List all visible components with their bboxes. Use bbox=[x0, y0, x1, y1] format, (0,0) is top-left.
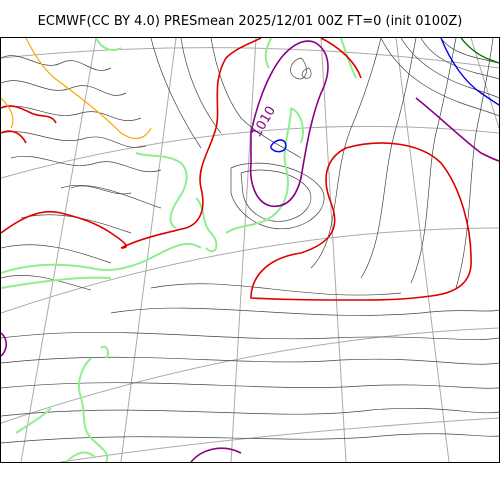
red-contour bbox=[1, 210, 127, 249]
isobars bbox=[1, 38, 499, 444]
isobar bbox=[380, 38, 499, 117]
coastline bbox=[100, 345, 110, 359]
isobar bbox=[70, 185, 132, 195]
coastline bbox=[135, 152, 188, 229]
pressure-map: 1010 bbox=[1, 38, 499, 462]
isobar bbox=[240, 169, 312, 222]
isobar bbox=[290, 57, 307, 80]
isobar bbox=[110, 307, 499, 316]
orange-contour bbox=[1, 97, 14, 129]
coastline bbox=[264, 38, 272, 69]
isobar bbox=[1, 55, 112, 71]
coastline bbox=[78, 357, 92, 439]
isobar bbox=[400, 38, 499, 99]
red-contour bbox=[215, 38, 262, 129]
purple-contour bbox=[190, 447, 242, 462]
blue-contour-group bbox=[270, 38, 499, 153]
isobar bbox=[1, 244, 112, 264]
green-contour-group bbox=[460, 38, 499, 64]
isobar bbox=[1, 382, 499, 389]
isobar bbox=[1, 433, 499, 444]
coastline bbox=[95, 38, 122, 51]
isobar bbox=[60, 184, 162, 209]
red-contour bbox=[120, 127, 217, 249]
isobar bbox=[360, 38, 417, 279]
coastline bbox=[15, 407, 52, 434]
longitude-line bbox=[230, 38, 257, 462]
red-contour-group bbox=[1, 38, 472, 301]
isobar bbox=[410, 38, 457, 284]
isobar bbox=[1, 80, 127, 96]
isobar bbox=[1, 331, 499, 340]
latitude-line bbox=[1, 327, 499, 424]
isobar bbox=[1, 131, 147, 148]
coastline bbox=[90, 437, 109, 462]
isobar bbox=[1, 356, 499, 365]
graticule bbox=[1, 38, 499, 462]
longitude-line bbox=[120, 38, 177, 462]
red-contour bbox=[1, 130, 27, 144]
purple-contour bbox=[249, 40, 329, 207]
orange-contour bbox=[25, 38, 152, 140]
isobar bbox=[210, 38, 302, 159]
coastline bbox=[290, 107, 304, 144]
map-title: ECMWF(CC BY 4.0) PRESmean 2025/12/01 00Z… bbox=[37, 14, 463, 29]
coastline bbox=[340, 38, 357, 79]
isobar bbox=[1, 275, 92, 291]
isobar bbox=[150, 38, 202, 149]
red-contour bbox=[320, 38, 362, 79]
coastline bbox=[195, 197, 218, 253]
isobar bbox=[230, 162, 325, 230]
coastline bbox=[65, 451, 97, 462]
purple-contour bbox=[415, 97, 499, 162]
isobar bbox=[180, 38, 222, 134]
isobar bbox=[1, 106, 142, 121]
latitude-line bbox=[60, 417, 499, 462]
red-contour bbox=[250, 142, 472, 301]
coastlines bbox=[1, 38, 357, 462]
orange-contour-group bbox=[1, 38, 152, 140]
isobar bbox=[455, 38, 494, 289]
longitude-line bbox=[20, 38, 97, 462]
isobar bbox=[1, 407, 499, 417]
red-contour bbox=[1, 105, 57, 124]
blue-contour bbox=[440, 38, 499, 106]
map-panel[interactable]: 1010 bbox=[0, 37, 500, 463]
purple-contour-group bbox=[1, 40, 499, 462]
longitude-line bbox=[470, 38, 499, 129]
longitude-line bbox=[320, 38, 347, 462]
isobar bbox=[10, 156, 162, 172]
green-contour bbox=[460, 38, 499, 64]
longitude-line bbox=[395, 38, 450, 462]
isobar bbox=[420, 38, 499, 80]
coastline bbox=[1, 242, 202, 274]
coastline bbox=[1, 276, 112, 289]
isobar bbox=[150, 283, 402, 296]
purple-contour bbox=[1, 332, 8, 357]
coastline bbox=[225, 107, 292, 234]
isobar bbox=[301, 67, 312, 79]
blue-contour bbox=[270, 139, 287, 153]
latitude-line bbox=[1, 47, 499, 69]
latitude-line bbox=[1, 227, 499, 314]
